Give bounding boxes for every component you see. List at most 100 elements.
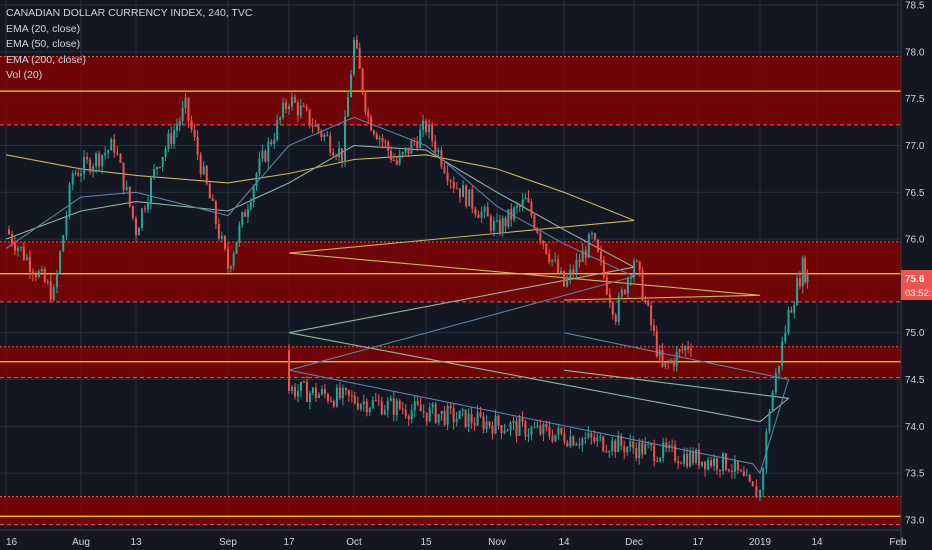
- candle-body: [781, 341, 784, 366]
- candle-body: [539, 425, 542, 435]
- candle-body: [267, 141, 270, 162]
- legend-ema50[interactable]: EMA (50, close): [6, 38, 81, 50]
- candle-body: [153, 169, 155, 178]
- candle-body: [471, 189, 474, 209]
- candle-body: [175, 125, 178, 131]
- candle-body: [252, 186, 255, 202]
- candle-body: [762, 468, 765, 491]
- candle-body: [401, 408, 404, 410]
- candle-body: [362, 401, 365, 405]
- candle-body: [404, 147, 407, 152]
- candle-body: [623, 445, 626, 453]
- x-tick-label-0: 16: [6, 537, 18, 548]
- candle-body: [587, 433, 590, 438]
- candle-body: [368, 407, 371, 413]
- candle-body: [524, 197, 527, 200]
- candle-body: [235, 242, 238, 254]
- ema200-line: [5, 154, 761, 301]
- candle-body: [68, 184, 71, 216]
- candle-body: [49, 281, 52, 300]
- candle-body: [465, 185, 468, 207]
- candle-body: [695, 449, 698, 463]
- candle-body: [401, 151, 404, 155]
- legend-title[interactable]: CANADIAN DOLLAR CURRENCY INDEX, 240, TVC: [6, 7, 253, 19]
- candle-body: [527, 197, 530, 203]
- candle-body: [416, 141, 419, 148]
- candle-body: [190, 120, 193, 130]
- candle-body: [548, 253, 551, 262]
- candle-body: [572, 269, 575, 274]
- candle-body: [110, 139, 113, 151]
- candle-body: [55, 272, 58, 288]
- zone-3: [0, 496, 901, 525]
- candle-body: [392, 398, 395, 415]
- candle-body: [431, 403, 434, 408]
- candle-body: [229, 266, 232, 269]
- candle-body: [367, 111, 370, 117]
- candle-body: [644, 300, 647, 302]
- candle-body: [184, 97, 187, 108]
- candle-body: [539, 232, 542, 241]
- candle-body: [178, 120, 181, 126]
- candle-body: [264, 150, 267, 162]
- candle-body: [344, 116, 346, 162]
- candle-body: [796, 278, 799, 305]
- candle-body: [596, 239, 599, 252]
- candle-body: [296, 391, 299, 397]
- candle-body: [98, 153, 101, 167]
- candle-body: [593, 437, 596, 442]
- candle-body: [434, 140, 437, 153]
- candle-body: [655, 331, 658, 356]
- candle-body: [276, 119, 279, 140]
- candle-body: [590, 433, 593, 438]
- candle-body: [489, 216, 492, 231]
- candle-body: [521, 199, 524, 206]
- candle-body: [662, 442, 665, 458]
- candle-body: [641, 442, 644, 455]
- candle-body: [223, 236, 226, 250]
- candle-body: [293, 386, 296, 397]
- candle-body: [167, 133, 170, 149]
- candle-body: [647, 443, 650, 445]
- candle-body: [638, 442, 641, 458]
- candle-body: [377, 400, 380, 402]
- candle-body: [288, 106, 290, 109]
- candle-body: [683, 453, 686, 464]
- candle-body: [620, 436, 623, 446]
- candle-body: [722, 453, 725, 471]
- candle-body: [125, 186, 128, 191]
- legend-volume[interactable]: Vol (20): [6, 69, 43, 81]
- price-badge-value: 75.6: [905, 274, 925, 285]
- candle-body: [92, 166, 95, 173]
- candle-body: [150, 177, 152, 203]
- candle-body: [497, 415, 500, 426]
- legend-ema20[interactable]: EMA (20, close): [6, 22, 81, 35]
- candle-body: [238, 224, 241, 243]
- candle-body: [641, 270, 644, 301]
- x-tick-label-3: Sep: [219, 537, 237, 548]
- candle-body: [784, 332, 787, 342]
- candle-body: [551, 259, 554, 262]
- candle-body: [350, 395, 353, 397]
- candle-body: [774, 372, 777, 393]
- candle-body: [496, 220, 498, 222]
- legend-ema200[interactable]: EMA (200, close): [6, 53, 86, 66]
- candle-body: [581, 438, 584, 445]
- candle-body: [446, 172, 449, 181]
- candle-body: [545, 423, 548, 428]
- candle-body: [533, 427, 536, 429]
- candle-body: [629, 277, 632, 279]
- candle-body: [458, 188, 461, 198]
- candle-body: [629, 441, 632, 447]
- candle-body: [698, 449, 701, 466]
- candle-body: [89, 159, 92, 173]
- candle-body: [28, 257, 31, 272]
- chart-legend: CANADIAN DOLLAR CURRENCY INDEX, 240, TVC…: [6, 6, 252, 84]
- candle-body: [730, 471, 733, 473]
- candle-body: [380, 401, 383, 415]
- candle-body: [329, 135, 332, 153]
- candle-body: [614, 314, 617, 322]
- candle-body: [273, 139, 276, 145]
- candle-body: [326, 394, 329, 402]
